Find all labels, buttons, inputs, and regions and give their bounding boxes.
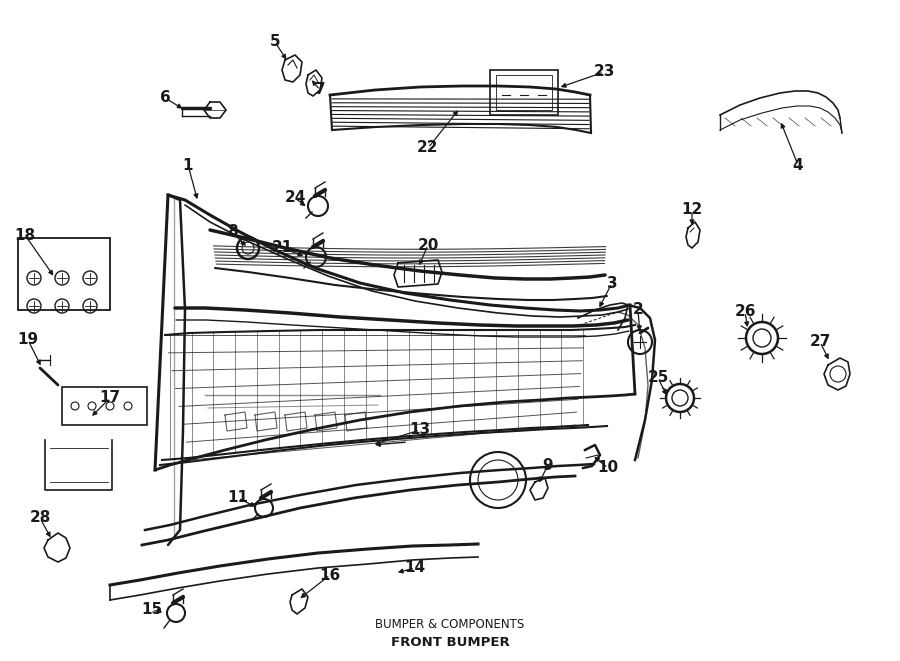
Text: 23: 23 xyxy=(593,65,615,79)
Text: 2: 2 xyxy=(633,303,643,317)
Text: 28: 28 xyxy=(30,510,50,525)
Text: 11: 11 xyxy=(228,490,248,506)
Text: 6: 6 xyxy=(159,91,170,106)
Text: 25: 25 xyxy=(647,371,669,385)
Text: 8: 8 xyxy=(227,225,238,239)
Text: 27: 27 xyxy=(809,334,831,350)
Text: 24: 24 xyxy=(284,190,306,206)
Text: 14: 14 xyxy=(404,561,426,576)
Text: 20: 20 xyxy=(418,237,438,253)
Text: 19: 19 xyxy=(17,332,39,348)
Text: 18: 18 xyxy=(14,227,36,243)
Text: 21: 21 xyxy=(272,241,292,256)
Text: BUMPER & COMPONENTS: BUMPER & COMPONENTS xyxy=(375,619,525,631)
Text: 12: 12 xyxy=(681,202,703,217)
Text: 22: 22 xyxy=(418,141,439,155)
Text: FRONT BUMPER: FRONT BUMPER xyxy=(391,635,509,648)
Text: 1: 1 xyxy=(183,157,194,173)
Text: 4: 4 xyxy=(793,157,804,173)
Text: 9: 9 xyxy=(543,457,553,473)
Text: 16: 16 xyxy=(320,568,340,582)
Text: 17: 17 xyxy=(99,391,121,405)
Text: 26: 26 xyxy=(734,305,756,319)
Text: 3: 3 xyxy=(607,276,617,290)
Text: 10: 10 xyxy=(598,461,618,475)
Text: 13: 13 xyxy=(410,422,430,438)
Text: 15: 15 xyxy=(141,602,163,617)
Text: 7: 7 xyxy=(315,83,325,98)
Text: 5: 5 xyxy=(270,34,280,50)
